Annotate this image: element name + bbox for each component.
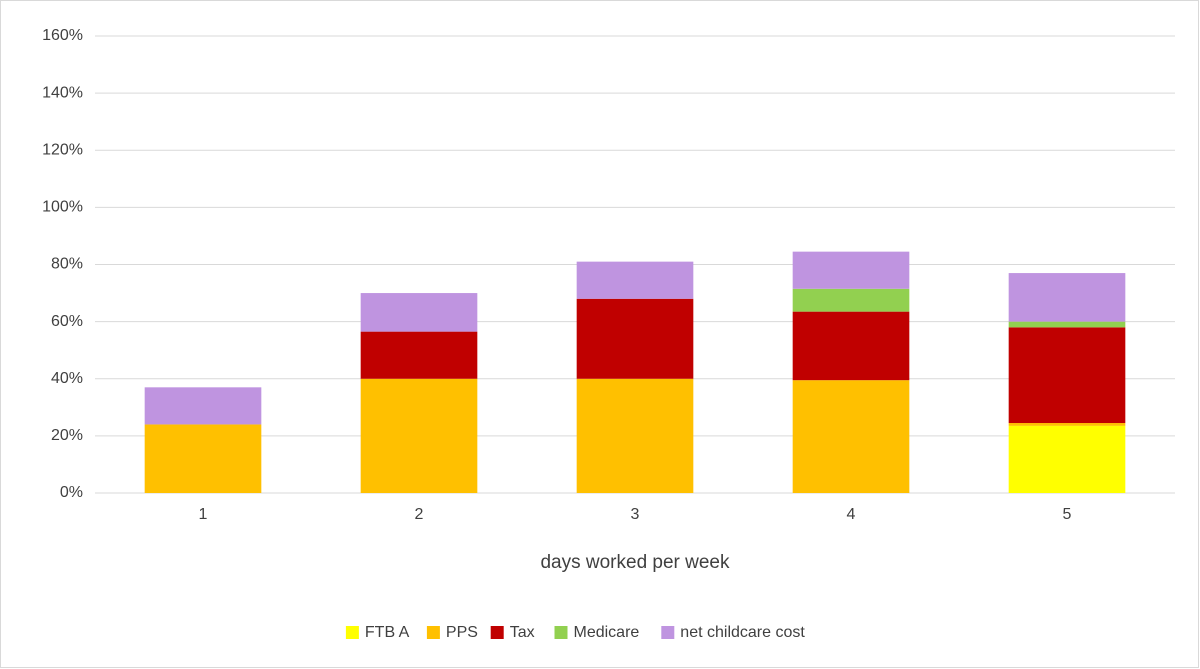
legend-swatch	[490, 626, 504, 639]
bar-segment	[792, 380, 910, 493]
x-tick-label: 3	[631, 506, 640, 523]
legend-swatch	[345, 626, 359, 639]
legend-label: net childcare cost	[680, 624, 805, 641]
y-tick-label: 80%	[51, 256, 83, 273]
bar-segment	[792, 311, 910, 381]
y-tick-label: 140%	[42, 84, 83, 101]
bar-segment	[360, 293, 478, 332]
bar-segment	[1008, 273, 1126, 322]
y-tick-label: 40%	[51, 370, 83, 387]
bar-segment	[360, 331, 478, 379]
bar-segment	[576, 378, 694, 493]
legend-label: Tax	[510, 624, 535, 641]
legend-label: PPS	[446, 624, 478, 641]
legend-swatch	[554, 626, 568, 639]
legend-swatch	[426, 626, 440, 639]
legend-label: FTB A	[365, 624, 410, 641]
x-tick-label: 5	[1063, 506, 1072, 523]
bar-segment	[792, 251, 910, 289]
y-tick-label: 160%	[42, 27, 83, 44]
bar-segment	[576, 298, 694, 379]
bar-segment	[1008, 321, 1126, 328]
legend-swatch	[661, 626, 675, 639]
bar-segment	[1008, 423, 1126, 426]
y-tick-label: 0%	[60, 484, 83, 501]
legend-label: Medicare	[574, 624, 640, 641]
y-tick-label: 20%	[51, 427, 83, 444]
x-tick-label: 2	[415, 506, 424, 523]
bar-segment	[792, 288, 910, 312]
bar-segment	[144, 387, 262, 425]
bar-segment	[1008, 425, 1126, 493]
x-tick-label: 4	[847, 506, 856, 523]
bar-segment	[1008, 327, 1126, 424]
y-tick-label: 120%	[42, 141, 83, 158]
bar-segment	[360, 378, 478, 493]
x-tick-label: 1	[199, 506, 208, 523]
bar-segment	[144, 424, 262, 493]
x-axis-label: days worked per week	[540, 552, 730, 573]
y-tick-label: 100%	[42, 199, 83, 216]
y-tick-label: 60%	[51, 313, 83, 330]
bar-segment	[576, 261, 694, 299]
